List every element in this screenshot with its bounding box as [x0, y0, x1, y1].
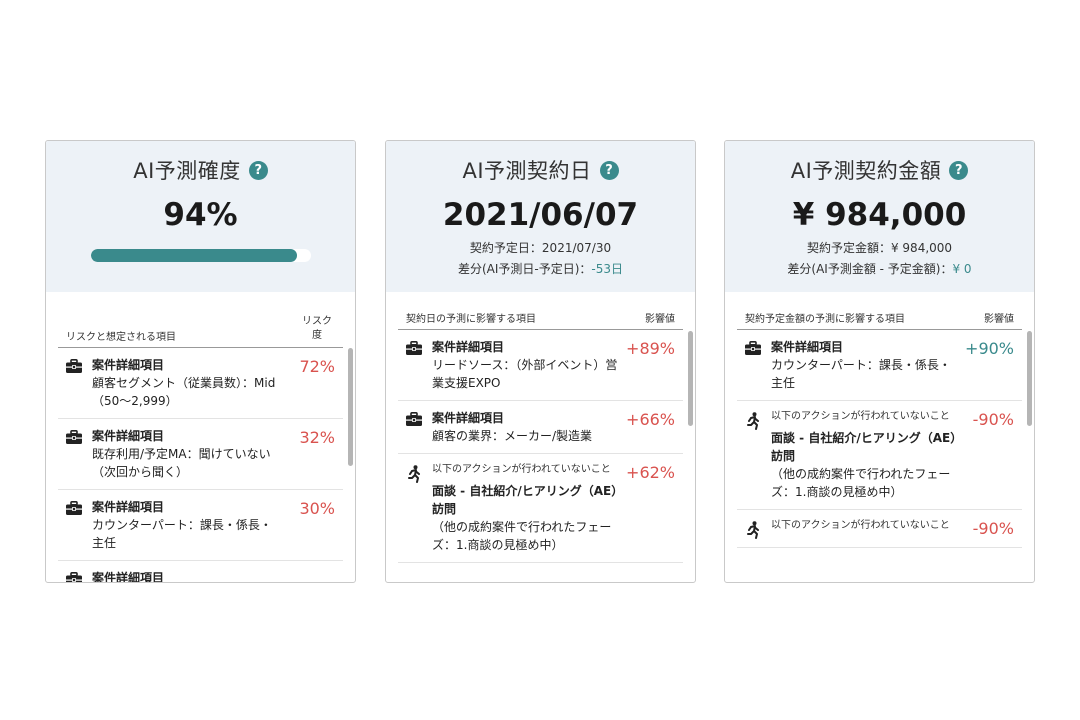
list-item[interactable]: 案件詳細項目 顧客セグメント（従業員数）：Mid（50〜2,999） 72%	[58, 348, 343, 419]
running-person-icon	[745, 518, 771, 539]
card-title: AI予測確度	[133, 159, 241, 183]
item-title: 案件詳細項目	[432, 411, 505, 425]
ai-contract-date-card: AI予測契約日 ? 2021/06/07 契約予定日：2021/07/30 差分…	[385, 140, 696, 583]
item-title: 案件詳細項目	[92, 429, 165, 443]
list-item[interactable]: 案件詳細項目 カウンターパート：課長・係長・主任 +90%	[737, 330, 1022, 401]
planned-amount-label: 契約予定金額：	[806, 241, 891, 255]
list-header-right: 影響値	[984, 314, 1014, 325]
item-value: +89%	[626, 339, 675, 358]
list-item[interactable]: 案件詳細項目	[58, 561, 343, 583]
item-value: 72%	[299, 357, 335, 376]
item-value	[283, 569, 335, 582]
item-title: 案件詳細項目	[432, 340, 505, 354]
list-header: 契約予定金額の予測に影響する項目 影響値	[737, 292, 1022, 330]
list-header-right: リスク度	[302, 316, 332, 341]
list-items[interactable]: 案件詳細項目 顧客セグメント（従業員数）：Mid（50〜2,999） 72% 案…	[58, 348, 343, 583]
briefcase-icon	[66, 427, 92, 481]
item-desc: 既存利用/予定MA：聞けていない（次回から聞く）	[92, 447, 271, 479]
item-desc: （他の成約案件で行われたフェーズ：1.商談の見極め中）	[432, 520, 612, 552]
list-header: リスクと想定される項目 リスク度	[58, 292, 343, 348]
item-desc: （他の成約案件で行われたフェーズ：1.商談の見極め中）	[771, 467, 951, 499]
list-item[interactable]: 案件詳細項目 既存利用/予定MA：聞けていない（次回から聞く） 32%	[58, 419, 343, 490]
list-item[interactable]: 案件詳細項目 カウンターパート：課長・係長・主任 30%	[58, 490, 343, 561]
item-title: 案件詳細項目	[92, 500, 165, 514]
planned-date-value: 2021/07/30	[541, 241, 612, 255]
item-desc: リードソース：（外部イベント）営業支援EXPO	[432, 358, 618, 390]
amount-diff-line: 差分(AI予測金額 - 予定金額)：¥ 0	[725, 262, 1034, 277]
planned-date-label: 契約予定日：	[469, 241, 542, 255]
briefcase-icon	[406, 409, 432, 445]
item-title: 案件詳細項目	[92, 358, 165, 372]
item-action: 面談 - 自社紹介/ヒアリング（AE）訪問	[771, 431, 957, 463]
item-value: +90%	[965, 339, 1014, 358]
list-header-left: 契約予定金額の予測に影響する項目	[745, 314, 905, 325]
item-desc: カウンターパート：課長・係長・主任	[771, 358, 951, 390]
influence-list: 契約日の予測に影響する項目 影響値 案件詳細項目 リードソース：（外部イベント）…	[386, 292, 695, 570]
probability-progress-bar	[90, 249, 311, 262]
list-item[interactable]: 案件詳細項目 リードソース：（外部イベント）営業支援EXPO +89%	[398, 330, 683, 401]
item-value: -90%	[972, 519, 1014, 538]
list-header-left: 契約日の予測に影響する項目	[406, 314, 536, 325]
date-diff-line: 差分(AI予測日-予定日)：-53日	[386, 262, 695, 277]
item-note: 以下のアクションが行われていないこと	[771, 411, 950, 422]
item-value: -90%	[972, 410, 1014, 429]
item-note: 以下のアクションが行われていないこと	[771, 520, 950, 531]
planned-date-line: 契約予定日：2021/07/30	[386, 241, 695, 256]
probability-value: 94%	[163, 197, 238, 233]
card-title: AI予測契約日	[462, 159, 592, 183]
item-note: 以下のアクションが行われていないこと	[432, 464, 611, 475]
item-action: 面談 - 自社紹介/ヒアリング（AE）訪問	[432, 484, 618, 516]
amount-diff-value: ¥ 0	[952, 262, 972, 276]
item-desc: 顧客セグメント（従業員数）：Mid（50〜2,999）	[92, 376, 276, 408]
briefcase-icon	[745, 338, 771, 392]
predicted-amount-value: ¥ 984,000	[792, 197, 967, 233]
scrollbar[interactable]	[688, 331, 693, 426]
item-title: 案件詳細項目	[92, 571, 165, 583]
risk-list: リスクと想定される項目 リスク度 案件詳細項目 顧客セグメント（従業員数）：Mi…	[46, 292, 355, 583]
item-desc: カウンターパート：課長・係長・主任	[92, 518, 272, 550]
ai-probability-card: AI予測確度 ? 94% リスクと想定される項目 リスク度 案件詳細項目 顧客セ…	[45, 140, 356, 583]
progress-fill	[90, 249, 298, 262]
card-header: AI予測契約日 ? 2021/06/07 契約予定日：2021/07/30 差分…	[386, 141, 695, 292]
date-diff-value: -53日	[591, 262, 624, 276]
running-person-icon	[745, 409, 771, 501]
date-diff-label: 差分(AI予測日-予定日)：	[457, 262, 592, 276]
item-value: 30%	[299, 499, 335, 518]
card-title: AI予測契約金額	[790, 159, 942, 183]
card-header: AI予測契約金額 ? ¥ 984,000 契約予定金額：¥ 984,000 差分…	[725, 141, 1034, 292]
list-item[interactable]: 以下のアクションが行われていないこと 面談 - 自社紹介/ヒアリング（AE）訪問…	[398, 454, 683, 563]
planned-amount-value: ¥ 984,000	[890, 241, 953, 255]
item-desc: 顧客の業界：メーカー/製造業	[432, 429, 593, 443]
list-item[interactable]: 案件詳細項目 顧客の業界：メーカー/製造業 +66%	[398, 401, 683, 454]
list-item[interactable]: 以下のアクションが行われていないこと -90%	[737, 510, 1022, 548]
predicted-date-value: 2021/06/07	[442, 197, 639, 233]
briefcase-icon	[66, 498, 92, 552]
ai-contract-amount-card: AI予測契約金額 ? ¥ 984,000 契約予定金額：¥ 984,000 差分…	[724, 140, 1035, 583]
briefcase-icon	[66, 569, 92, 582]
scrollbar[interactable]	[348, 348, 353, 466]
running-person-icon	[406, 462, 432, 554]
help-icon[interactable]: ?	[248, 160, 268, 180]
item-value: +66%	[626, 410, 675, 429]
list-item[interactable]: 以下のアクションが行われていないこと 面談 - 自社紹介/ヒアリング（AE）訪問…	[737, 401, 1022, 510]
card-header: AI予測確度 ? 94%	[46, 141, 355, 292]
list-header: 契約日の予測に影響する項目 影響値	[398, 292, 683, 330]
briefcase-icon	[406, 338, 432, 392]
list-items[interactable]: 案件詳細項目 カウンターパート：課長・係長・主任 +90% 以下のアクションが行…	[737, 330, 1022, 570]
help-icon[interactable]: ?	[949, 160, 969, 180]
briefcase-icon	[66, 356, 92, 410]
amount-diff-label: 差分(AI予測金額 - 予定金額)：	[787, 262, 953, 276]
list-items[interactable]: 案件詳細項目 リードソース：（外部イベント）営業支援EXPO +89% 案件詳細…	[398, 330, 683, 570]
planned-amount-line: 契約予定金額：¥ 984,000	[725, 241, 1034, 256]
item-value: 32%	[299, 428, 335, 447]
item-value: +62%	[626, 463, 675, 482]
list-header-right: 影響値	[645, 314, 675, 325]
help-icon[interactable]: ?	[599, 160, 619, 180]
scrollbar[interactable]	[1027, 331, 1032, 426]
item-title: 案件詳細項目	[771, 340, 844, 354]
list-header-left: リスクと想定される項目	[66, 332, 176, 343]
influence-list: 契約予定金額の予測に影響する項目 影響値 案件詳細項目 カウンターパート：課長・…	[725, 292, 1034, 570]
